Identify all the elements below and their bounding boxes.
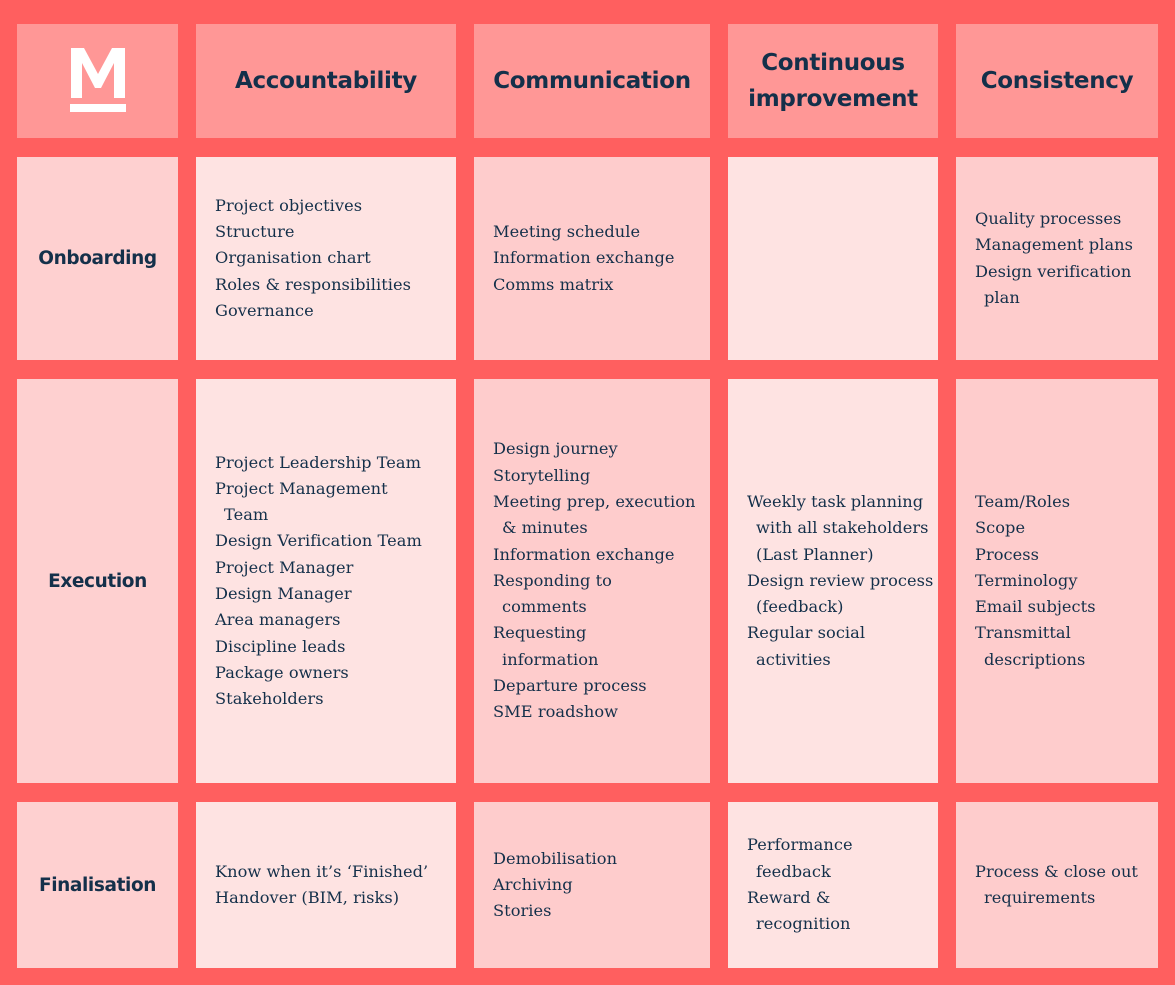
column-header-label: Continuous improvement <box>748 50 918 112</box>
list-item: Stories <box>493 901 552 921</box>
cell-finalisation-consistency: Process & close out requirements <box>956 802 1158 968</box>
list-item: Requesting information <box>493 623 599 669</box>
cell-execution-accountability: Project Leadership Team Project Manageme… <box>196 379 456 783</box>
list-item: Performance feedback <box>747 835 853 881</box>
column-header-communication: Communication <box>474 24 710 138</box>
list-item: Information exchange <box>493 544 675 564</box>
list-item: Organisation chart <box>215 248 371 268</box>
column-header-consistency: Consistency <box>956 24 1158 138</box>
item-list: Project objectives Structure Organisatio… <box>215 193 411 324</box>
list-item: Design Verification Team <box>215 531 422 551</box>
row-header-label: Finalisation <box>38 874 157 896</box>
column-header-accountability: Accountability <box>196 24 456 138</box>
list-item: Information exchange <box>493 248 675 268</box>
list-item: Management plans <box>975 235 1133 255</box>
list-item: Quality processes <box>975 208 1122 228</box>
list-item: Comms matrix <box>493 274 614 294</box>
cell-onboarding-accountability: Project objectives Structure Organisatio… <box>196 157 456 360</box>
list-item: Project Manager <box>215 557 354 577</box>
list-item: Design journey <box>493 439 618 459</box>
list-item: Project Management Team <box>215 478 388 525</box>
list-item: Transmittal descriptions <box>975 623 1086 669</box>
list-item: Discipline leads <box>215 636 346 656</box>
cell-finalisation-communication: Demobilisation Archiving Stories <box>474 802 710 968</box>
list-item: Structure <box>215 222 295 242</box>
column-header-label: Accountability <box>234 68 418 94</box>
list-item: Archiving <box>493 874 573 894</box>
logo-icon <box>69 48 126 114</box>
cell-execution-consistency: Team/Roles Scope Process Terminology Ema… <box>956 379 1158 783</box>
list-item: Storytelling <box>493 465 591 485</box>
item-list: Team/Roles Scope Process Terminology Ema… <box>975 489 1114 673</box>
list-item: Know when it’s ‘Finished’ <box>215 861 429 881</box>
cell-onboarding-consistency: Quality processes Management plans Desig… <box>956 157 1158 360</box>
list-item: Team/Roles <box>975 491 1071 511</box>
list-item: Project objectives <box>215 195 363 215</box>
list-item: Handover (BIM, risks) <box>215 888 400 907</box>
list-item: Process & close out requirements <box>975 861 1138 907</box>
cell-onboarding-communication: Meeting schedule Information exchange Co… <box>474 157 710 360</box>
list-item: Responding to comments <box>493 570 612 617</box>
list-item: Scope <box>975 518 1026 538</box>
logo-cell <box>17 24 178 138</box>
row-header-execution: Execution <box>17 379 178 783</box>
list-item: Departure process <box>493 676 647 696</box>
item-list: Know when it’s ‘Finished’ Handover (BIM,… <box>215 859 428 912</box>
list-item: Project Leadership Team <box>215 452 422 472</box>
list-item: Reward & recognition <box>747 888 851 934</box>
list-item: Demobilisation <box>493 848 618 868</box>
list-item: Roles & responsibilities <box>215 274 412 294</box>
list-item: Terminology <box>975 570 1078 590</box>
list-item: Design verification plan <box>975 261 1132 307</box>
list-item: Meeting prep, execution & minutes <box>493 491 696 538</box>
item-list: Quality processes Management plans Desig… <box>975 206 1150 311</box>
item-list: Demobilisation Archiving Stories <box>493 846 617 925</box>
item-list: Weekly task planning with all stakeholde… <box>747 489 934 673</box>
cell-finalisation-accountability: Know when it’s ‘Finished’ Handover (BIM,… <box>196 802 456 968</box>
row-header-label: Execution <box>48 570 147 592</box>
list-item: Design Manager <box>215 584 352 603</box>
list-item: Design review process (feedback) <box>747 570 934 617</box>
item-list: Design journey Storytelling Meeting prep… <box>493 436 697 725</box>
list-item: SME roadshow <box>493 702 619 722</box>
item-list: Performance feedback Reward & recognitio… <box>747 832 886 937</box>
row-header-onboarding: Onboarding <box>17 157 178 360</box>
list-item: Weekly task planning with all stakeholde… <box>747 491 929 564</box>
list-item: Meeting schedule <box>493 222 641 242</box>
cell-finalisation-continuous-improvement: Performance feedback Reward & recognitio… <box>728 802 938 968</box>
list-item: Governance <box>215 300 314 320</box>
item-list: Meeting schedule Information exchange Co… <box>493 219 675 298</box>
cell-onboarding-continuous-improvement <box>728 157 938 360</box>
row-header-finalisation: Finalisation <box>17 802 178 968</box>
list-item: Email subjects <box>975 597 1096 617</box>
column-header-label: Communication <box>493 68 691 94</box>
column-header-continuous-improvement: Continuous improvement <box>728 24 938 138</box>
cell-execution-continuous-improvement: Weekly task planning with all stakeholde… <box>728 379 938 783</box>
list-item: Stakeholders <box>215 689 324 709</box>
list-item: Process <box>975 544 1039 564</box>
list-item: Area managers <box>215 610 341 630</box>
cell-execution-communication: Design journey Storytelling Meeting prep… <box>474 379 710 783</box>
column-header-label: Consistency <box>980 68 1134 94</box>
list-item: Regular social activities <box>747 623 866 669</box>
item-list: Project Leadership Team Project Manageme… <box>215 450 422 713</box>
row-header-label: Onboarding <box>38 248 157 269</box>
item-list: Process & close out requirements <box>975 859 1146 912</box>
list-item: Package owners <box>215 662 349 682</box>
